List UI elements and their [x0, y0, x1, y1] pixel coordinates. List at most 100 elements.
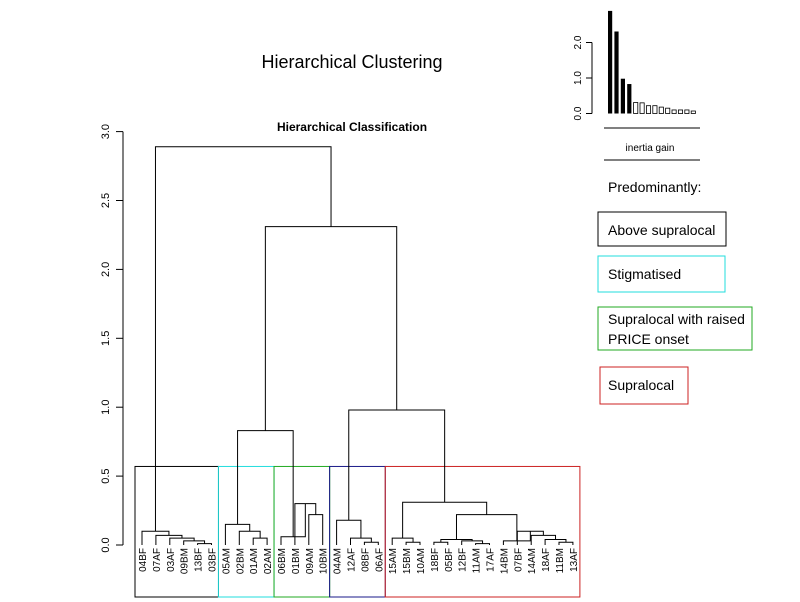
- leaf-label: 06AF: [374, 548, 385, 572]
- y-tick-label: 0.0: [573, 106, 584, 120]
- inertia-bar: [665, 107, 671, 114]
- dendrogram-links: [141, 146, 574, 545]
- leaf-label: 06BM: [277, 548, 288, 574]
- y-tick-label: 1.0: [573, 71, 584, 85]
- dendrogram-y-axis: 0.0 0.5 1.0 1.5 2.0 2.5 3.0: [100, 124, 124, 553]
- inertia-bar: [690, 110, 696, 114]
- dendrogram-link: [155, 534, 183, 545]
- leaf-label: 15BM: [402, 548, 413, 574]
- legend-box: [599, 366, 689, 405]
- leaf-label: 17AF: [486, 548, 497, 572]
- dendrogram-link: [455, 514, 518, 541]
- leaf-label: 11AM: [472, 548, 483, 573]
- leaf-label: 08BF: [360, 548, 371, 572]
- legend-label-line-1: Supralocal with raised: [608, 311, 745, 327]
- leaf-label: 12BF: [458, 548, 469, 572]
- y-tick-label: 1.5: [100, 331, 112, 346]
- y-tick-label: 0.5: [100, 468, 112, 483]
- inertia-bar-chart: 0.0 1.0 2.0 inertia gain: [573, 10, 700, 161]
- inertia-y-axis: 0.0 1.0 2.0: [573, 35, 593, 120]
- cluster-box: [134, 465, 219, 598]
- dendrogram-link: [252, 537, 268, 545]
- legend-item-above-supralocal: Above supralocal: [597, 211, 727, 247]
- inertia-bar: [658, 106, 664, 114]
- dendrogram-link: [154, 146, 332, 532]
- dendrogram-link: [197, 543, 212, 545]
- inertia-bar: [684, 109, 690, 114]
- dendrogram-link: [183, 540, 206, 545]
- leaf-label: 12AF: [347, 548, 358, 572]
- leaf-label: 13AF: [569, 548, 580, 572]
- dendrogram-link: [402, 501, 488, 539]
- dendrogram-link: [461, 540, 484, 545]
- legend-item-stigmatised: Stigmatised: [597, 255, 726, 293]
- leaf-label: 09AM: [305, 548, 316, 574]
- leaf-labels: 04BF 07AF 03AF 09BM 13BF 03BF 05AM 02BM 01AM 02AM…: [138, 548, 580, 574]
- y-tick-label: 2.0: [573, 35, 584, 49]
- inertia-bar: [620, 78, 625, 114]
- leaf-label: 02BM: [235, 548, 246, 574]
- leaf-label: 04BF: [138, 548, 149, 572]
- legend-label: Above supralocal: [608, 222, 715, 238]
- leaf-label: 14BM: [499, 548, 510, 574]
- inertia-bar: [608, 10, 613, 114]
- dendrogram-link: [348, 409, 446, 521]
- leaf-label: 18BF: [430, 548, 441, 572]
- leaf-label: 01BM: [291, 548, 302, 574]
- legend-item-supralocal: Supralocal: [599, 366, 689, 405]
- inertia-bar: [652, 105, 658, 114]
- y-tick-label: 3.0: [100, 124, 112, 139]
- dendrogram-link: [558, 541, 574, 545]
- inertia-bar: [671, 109, 677, 114]
- leaf-label: 18AF: [541, 548, 552, 572]
- dendrogram-link: [363, 541, 379, 545]
- legend-label: Supralocal: [608, 377, 674, 393]
- inertia-bars: [608, 10, 696, 114]
- leaf-label: 15AM: [388, 548, 399, 574]
- leaf-label: 03BF: [208, 548, 219, 572]
- leaf-label: 10BM: [319, 548, 330, 574]
- legend-box: [597, 255, 726, 293]
- cluster-box: [217, 465, 275, 598]
- dendrogram-link: [475, 543, 490, 545]
- dendrogram-link: [530, 534, 557, 545]
- y-tick-label: 2.5: [100, 193, 112, 208]
- inertia-bar: [614, 31, 619, 114]
- leaf-label: 10AM: [416, 548, 427, 574]
- dendrogram-link: [336, 519, 362, 545]
- inertia-bar: [646, 105, 652, 114]
- leaf-label: 13BF: [194, 548, 205, 572]
- dendrogram-link: [433, 541, 449, 545]
- leaf-label: 07AF: [152, 548, 163, 572]
- leaf-label: 05AM: [221, 548, 232, 574]
- leaf-label: 14AM: [527, 548, 538, 574]
- leaf-label: 03AF: [166, 548, 177, 572]
- dendrogram-link: [405, 541, 421, 545]
- leaf-label: 07BF: [513, 548, 524, 572]
- inertia-bar: [627, 84, 632, 114]
- legend-box: [597, 211, 727, 247]
- cluster-box: [329, 465, 386, 598]
- dendrogram-link: [224, 523, 251, 545]
- legend: Predominantly: Above supralocal Stigmati…: [597, 179, 753, 405]
- legend-label-line-2: PRICE onset: [608, 331, 689, 347]
- leaf-label: 04AM: [333, 548, 344, 574]
- dendrogram-title: Hierarchical Classification: [277, 120, 427, 134]
- dendrogram-link: [350, 537, 372, 545]
- y-tick-label: 0.0: [100, 537, 112, 552]
- leaf-label: 05BF: [444, 548, 455, 572]
- legend-item-raised-price-onset: Supralocal with raised PRICE onset: [597, 306, 753, 351]
- dendrogram-link: [237, 430, 294, 537]
- dendrogram-link: [308, 514, 324, 545]
- legend-box: [597, 306, 753, 351]
- inertia-bar: [633, 102, 639, 114]
- cluster-boxes: [134, 465, 581, 598]
- inertia-bar: [639, 102, 645, 114]
- dendrogram-link: [169, 537, 195, 545]
- y-tick-label: 1.0: [100, 400, 112, 415]
- leaf-label: 11BM: [555, 548, 566, 573]
- figure-title: Hierarchical Clustering: [261, 52, 442, 72]
- cluster-box: [273, 465, 331, 598]
